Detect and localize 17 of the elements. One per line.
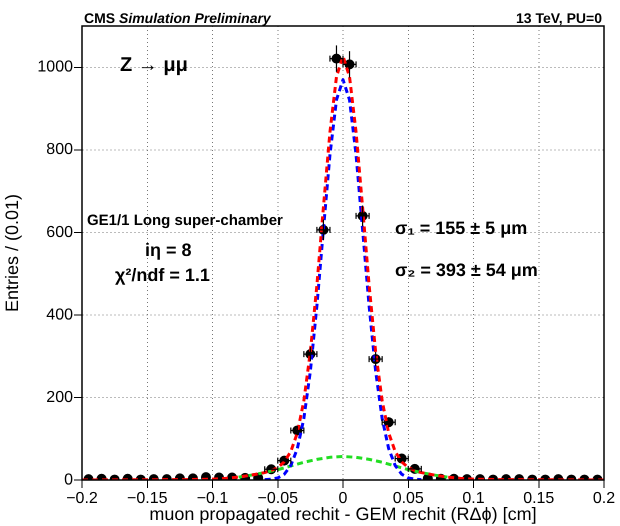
annotation: σ₁ = 155 ± 5 μm [395, 218, 528, 239]
chart-title: CMS Simulation Preliminary [84, 10, 271, 26]
y-tick-label: 200 [46, 388, 74, 406]
y-tick-label: 600 [46, 224, 74, 241]
annotation: σ₂ = 393 ± 54 μm [395, 260, 538, 281]
annotation: iη = 8 [145, 240, 192, 261]
chart-subtitle: 13 TeV, PU=0 [516, 10, 602, 26]
annotation: Z → μμ [120, 54, 188, 77]
y-tick-label: 1000 [37, 58, 74, 76]
y-axis-title: Entries / (0.01) [2, 194, 22, 312]
x-tick-label: −0.2 [66, 490, 98, 508]
y-tick-label: 400 [46, 306, 74, 324]
y-tick-label: 800 [46, 141, 74, 158]
x-tick-label: 0.2 [592, 490, 616, 508]
y-tick-label: 0 [64, 471, 74, 488]
annotation: GE1/1 Long super-chamber [87, 212, 283, 229]
annotation: χ²/ndf = 1.1 [115, 265, 210, 286]
